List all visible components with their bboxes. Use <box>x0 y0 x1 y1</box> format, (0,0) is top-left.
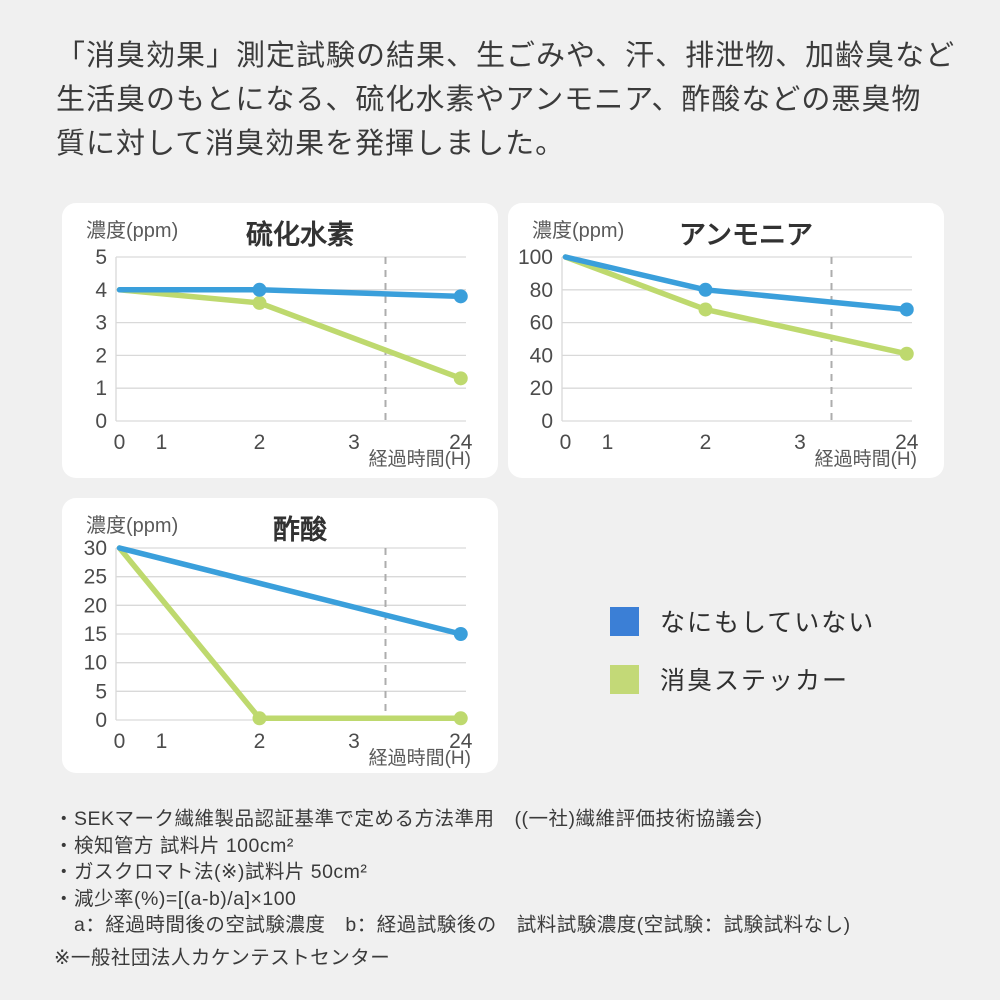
x-tick-label: 1 <box>156 730 168 753</box>
y-tick-label: 1 <box>95 377 107 400</box>
data-point-marker-untreated <box>453 627 468 641</box>
y-tick-label: 40 <box>530 344 553 367</box>
y-tick-label: 80 <box>530 279 553 302</box>
y-axis-label: 濃度(ppm) <box>532 219 624 242</box>
x-tick-label: 1 <box>602 431 614 454</box>
data-point-marker-untreated <box>899 302 914 317</box>
legend-item-untreated: なにもしていない <box>610 603 875 639</box>
data-point-marker-deodorizing-sticker <box>252 711 267 726</box>
y-tick-label: 10 <box>84 652 107 675</box>
x-axis-label: 経過時間(H) <box>369 747 471 769</box>
data-point-marker-deodorizing-sticker <box>698 302 713 317</box>
y-tick-label: 4 <box>95 279 107 302</box>
x-tick-label: 3 <box>348 730 360 753</box>
x-tick-label: 24 <box>449 730 473 753</box>
legend-swatch-deodorizing-sticker <box>610 664 639 694</box>
y-tick-label: 5 <box>95 246 107 269</box>
y-tick-label: 2 <box>95 344 107 367</box>
y-tick-label: 25 <box>84 566 107 589</box>
x-tick-label: 3 <box>348 431 360 454</box>
legend-swatch-untreated <box>610 606 639 636</box>
x-tick-label: 1 <box>156 431 168 454</box>
y-tick-label: 0 <box>541 410 553 433</box>
series-line-untreated <box>116 545 464 637</box>
header-description: 「消臭効果」測定試験の結果、生ごみや、汗、排泄物、加齢臭など 生活臭のもとになる… <box>56 40 956 160</box>
y-tick-label: 20 <box>530 377 553 400</box>
data-point-marker-deodorizing-sticker <box>453 711 468 726</box>
data-point-marker-untreated <box>698 282 713 297</box>
legend-label-deodorizing-sticker: 消臭ステッカー <box>660 667 850 695</box>
series-line-deodorizing-sticker <box>116 287 464 382</box>
y-tick-label: 20 <box>84 594 107 617</box>
series-line-untreated <box>562 254 910 313</box>
data-point-marker-deodorizing-sticker <box>252 295 267 310</box>
x-tick-label: 0 <box>114 431 126 454</box>
y-tick-label: 15 <box>84 623 107 646</box>
chart-card-ammonia: 0 20 40 60 80 100 0 1 2 3 24 濃度(ppm) アンモニア経過時間(H) <box>508 203 944 478</box>
footnote-source: ※一般社団法人カケンテストセンター <box>54 947 391 969</box>
data-point-marker-deodorizing-sticker <box>453 371 468 386</box>
y-axis-label: 濃度(ppm) <box>86 219 178 242</box>
x-tick-label: 24 <box>895 431 919 454</box>
y-tick-label: 100 <box>518 246 553 269</box>
x-tick-label: 2 <box>700 431 712 454</box>
y-axis-label: 濃度(ppm) <box>86 514 178 537</box>
data-point-marker-untreated <box>252 282 267 297</box>
x-axis-label: 経過時間(H) <box>815 448 917 470</box>
series-line-deodorizing-sticker <box>116 545 464 722</box>
chart-title: 硫化水素 <box>246 219 354 250</box>
chart-card-acetic-acid: 0 5 10 15 20 25 30 0 1 2 3 24 濃度(ppm) 酢酸経過時間(H) <box>62 498 498 773</box>
legend-label-untreated: なにもしていない <box>660 609 876 637</box>
chart-title: アンモニア <box>679 220 813 250</box>
y-tick-label: 0 <box>95 709 107 732</box>
x-tick-label: 2 <box>254 730 266 753</box>
x-tick-label: 2 <box>254 431 266 454</box>
data-point-marker-deodorizing-sticker <box>899 346 914 361</box>
x-tick-label: 0 <box>114 730 126 753</box>
x-tick-label: 3 <box>794 431 806 454</box>
data-point-marker-untreated <box>453 289 468 304</box>
y-tick-label: 3 <box>95 312 107 335</box>
chart-card-hydrogen-sulfide: 0 1 2 3 4 5 0 1 2 3 24 濃度(ppm) 硫化水素経過時間(H) <box>62 203 498 478</box>
x-tick-label: 24 <box>449 431 473 454</box>
footnotes: ・SEKマーク繊維製品認証基準で定める方法準用 ((一社)繊維評価技術協議会) … <box>54 808 851 936</box>
legend-item-deodorizing-sticker: 消臭ステッカー <box>610 661 875 697</box>
legend: なにもしていない 消臭ステッカー <box>610 603 875 719</box>
chart-title: 酢酸 <box>273 515 328 545</box>
y-tick-label: 30 <box>84 537 107 560</box>
y-tick-label: 0 <box>95 410 107 433</box>
x-tick-label: 0 <box>560 431 572 454</box>
x-axis-label: 経過時間(H) <box>369 448 471 470</box>
y-tick-label: 5 <box>95 680 107 703</box>
y-tick-label: 60 <box>530 312 553 335</box>
